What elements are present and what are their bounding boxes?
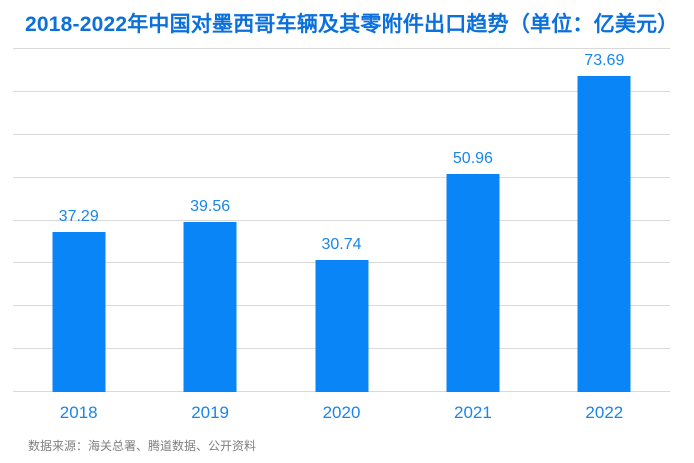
x-tick-label-2021: 2021 — [454, 403, 492, 422]
data-source: 数据来源：海关总署、腾道数据、公开资料 — [28, 439, 257, 453]
bar-column-2019: 39.56 — [144, 49, 275, 392]
bar-2020 — [315, 260, 369, 392]
bar-chart: 37.29 39.56 30.74 50.96 73.69 — [13, 48, 670, 392]
bar-value-label: 39.56 — [190, 198, 231, 216]
bar-column-2022: 73.69 — [539, 49, 670, 392]
x-tick-label-2018: 2018 — [59, 403, 98, 422]
x-tick-label-2022: 2022 — [585, 403, 624, 422]
x-tick-label-2019: 2019 — [191, 403, 230, 422]
gridline — [13, 176, 670, 178]
bar-value-label: 37.29 — [58, 208, 99, 226]
bar-value-label: 73.69 — [584, 52, 625, 70]
gridline — [13, 48, 670, 49]
bar-value-label: 50.96 — [452, 149, 493, 167]
bar-2019 — [183, 222, 237, 392]
bar-column-2020: 30.74 — [276, 49, 407, 392]
bars-row: 37.29 39.56 30.74 50.96 73.69 — [13, 49, 670, 392]
bar-2018 — [52, 232, 106, 392]
bar-2022 — [577, 76, 631, 392]
x-tick-label-2020: 2020 — [322, 403, 361, 422]
gridline — [13, 219, 670, 221]
bar-column-2018: 37.29 — [13, 49, 144, 392]
bar-value-label: 30.74 — [321, 236, 362, 254]
page-title: 2018-2022年中国对墨西哥车辆及其零附件出口趋势（单位：亿美元） — [25, 13, 679, 36]
bar-2021 — [446, 173, 500, 392]
gridline — [13, 90, 670, 92]
bar-column-2021: 50.96 — [407, 49, 538, 392]
gridline — [13, 133, 670, 135]
x-axis-labels: 2018 2019 2020 2021 2022 — [13, 403, 670, 423]
